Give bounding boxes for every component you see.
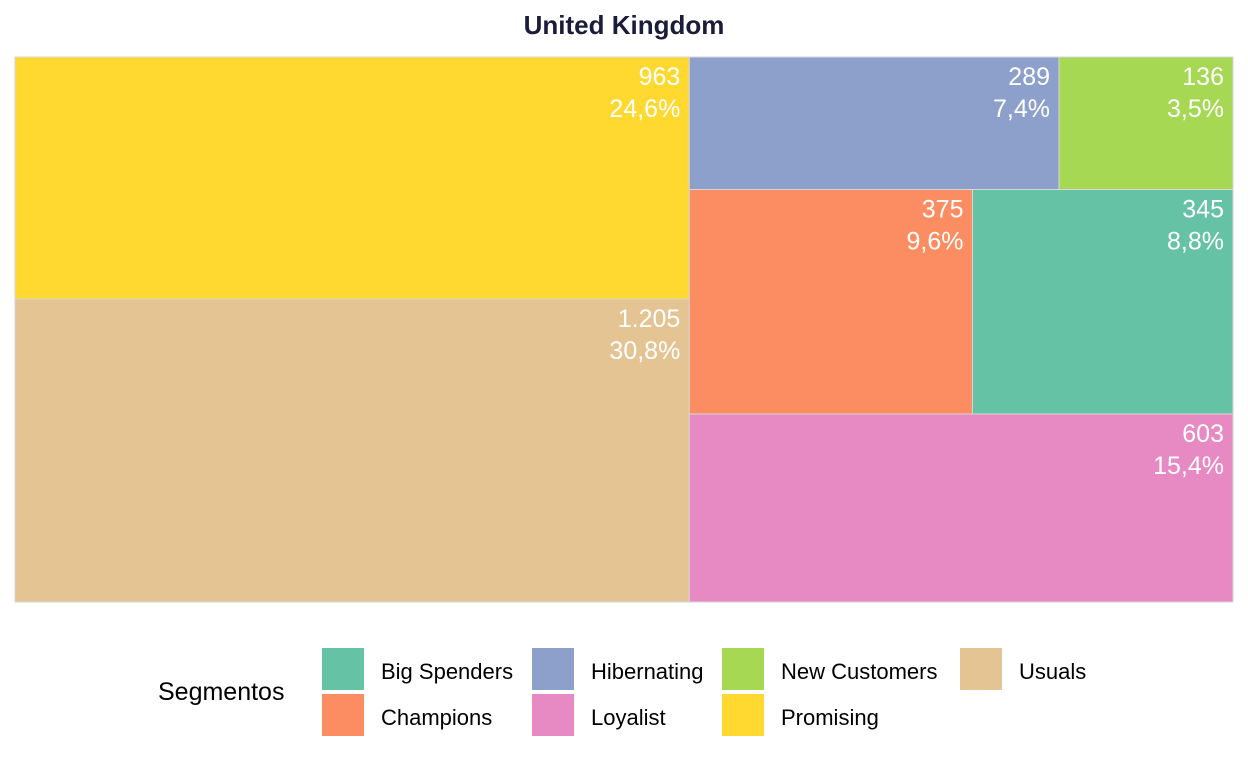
tile-value-label-champions: 375 <box>922 196 964 224</box>
tile-hibernating <box>688 56 1060 191</box>
tile-big-spenders <box>971 189 1234 415</box>
legend-swatch-champions <box>322 694 364 736</box>
legend-label-usuals: Usuals <box>1019 659 1087 684</box>
tile-percent-label-new-customers: 3,5% <box>1167 95 1224 123</box>
legend-swatch-new-customers <box>722 648 764 690</box>
legend-label-hibernating: Hibernating <box>591 659 704 684</box>
tile-percent-label-hibernating: 7,4% <box>993 95 1050 123</box>
tile-value-label-hibernating: 289 <box>1008 63 1050 91</box>
legend-label-champions: Champions <box>381 705 493 730</box>
tile-value-label-loyalist: 603 <box>1182 420 1224 448</box>
legend-title: Segmentos <box>158 678 285 706</box>
tile-value-label-big-spenders: 345 <box>1182 196 1224 224</box>
tile-promising <box>14 56 690 300</box>
legend-label-loyalist: Loyalist <box>591 705 666 730</box>
tile-percent-label-champions: 9,6% <box>907 228 964 256</box>
legend-label-big-spenders: Big Spenders <box>381 659 514 684</box>
tile-value-label-promising: 963 <box>639 63 681 91</box>
legend-label-promising: Promising <box>781 705 879 730</box>
legend-label-new-customers: New Customers <box>781 659 938 684</box>
tile-champions <box>688 189 973 415</box>
legend-swatch-promising <box>722 694 764 736</box>
tile-usuals <box>14 298 690 603</box>
tile-value-label-usuals: 1.205 <box>618 305 681 333</box>
legend-swatch-big-spenders <box>322 648 364 690</box>
tile-percent-label-promising: 24,6% <box>609 95 680 123</box>
legend-swatch-usuals <box>960 648 1002 690</box>
tile-percent-label-loyalist: 15,4% <box>1153 452 1224 480</box>
legend-swatch-hibernating <box>532 648 574 690</box>
tile-percent-label-usuals: 30,8% <box>609 337 680 365</box>
chart-title: United Kingdom <box>523 10 725 40</box>
tile-loyalist <box>688 413 1234 603</box>
tile-percent-label-big-spenders: 8,8% <box>1167 228 1224 256</box>
treemap-plot: 963 24,6% 1.205 30,8% 289 7,4% 136 3,5% 375 9,6% 3… <box>14 56 1234 603</box>
tile-value-label-new-customers: 136 <box>1182 63 1224 91</box>
tile-new-customers <box>1058 56 1234 191</box>
legend-swatch-loyalist <box>532 694 574 736</box>
legend: Segmentos Big Spenders Champions Hiberna… <box>158 646 1108 740</box>
